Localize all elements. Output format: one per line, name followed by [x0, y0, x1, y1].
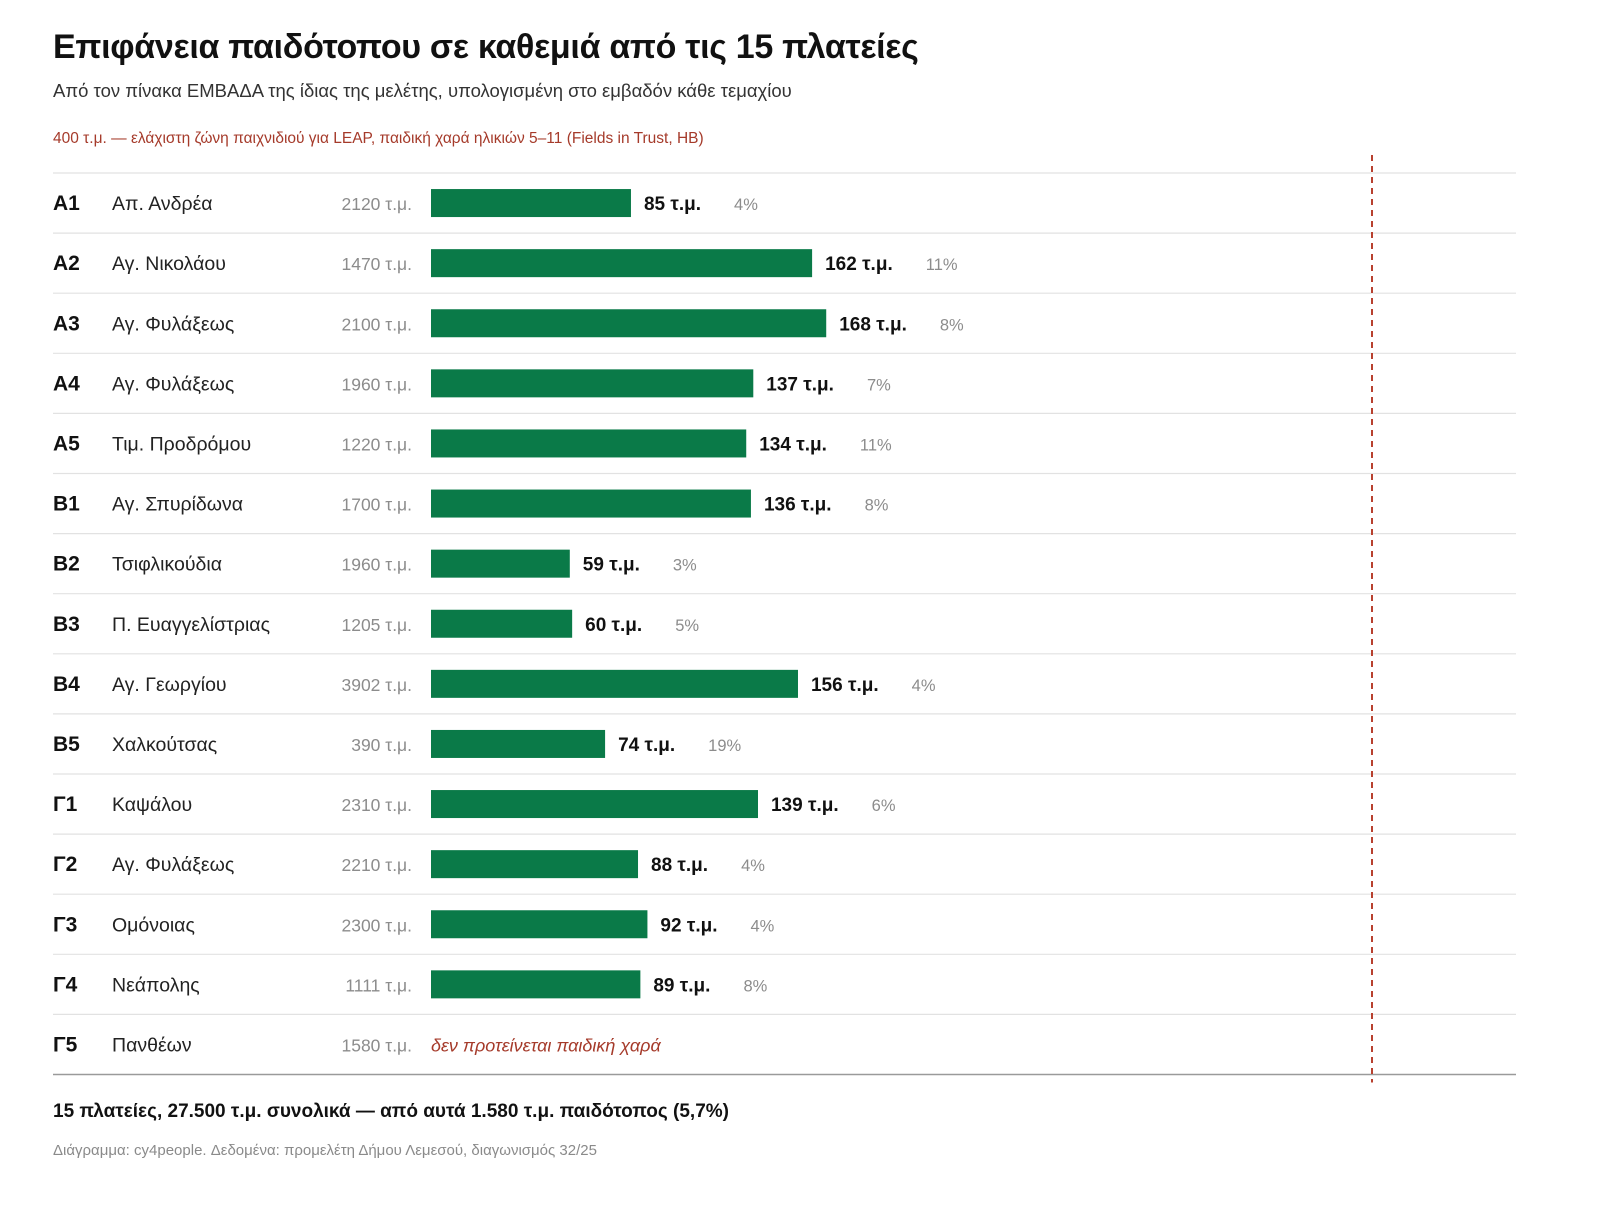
row-name: Αγ. Φυλάξεως [112, 373, 234, 395]
bar-value-label: 137 τ.μ. [766, 374, 834, 395]
bar [431, 790, 758, 819]
row-name: Τσιφλικούδια [112, 554, 222, 576]
row-name: Τιμ. Προδρόμου [112, 433, 251, 455]
bar [431, 249, 813, 278]
row-name: Πανθέων [112, 1034, 192, 1056]
bar-percent-label: 7% [867, 376, 891, 394]
bar-value-label: 134 τ.μ. [759, 434, 827, 455]
no-playground-note: δεν προτείνεται παιδική χαρά [431, 1035, 661, 1055]
bar-value-label: 168 τ.μ. [839, 314, 907, 335]
row-total-area: 1960 τ.μ. [341, 374, 412, 394]
bar [431, 369, 754, 398]
row-total-area: 1960 τ.μ. [341, 555, 412, 575]
row-code: Β1 [53, 493, 80, 516]
bar-percent-label: 8% [865, 497, 889, 515]
row-total-area: 1111 τ.μ. [345, 975, 412, 995]
bar [431, 729, 606, 758]
bar-value-label: 162 τ.μ. [825, 254, 893, 275]
row-code: Γ1 [53, 793, 78, 816]
bar [431, 549, 570, 578]
row-name: Αγ. Νικολάου [112, 253, 226, 275]
row-code: Β2 [53, 553, 80, 576]
bar [431, 970, 641, 999]
bar-percent-label: 11% [860, 436, 892, 454]
row-code: Γ3 [53, 913, 77, 936]
bar-percent-label: 8% [940, 316, 964, 334]
bar [431, 609, 573, 638]
row-total-area: 1470 τ.μ. [341, 254, 412, 274]
row-total-area: 1700 τ.μ. [341, 495, 412, 515]
bar-value-label: 136 τ.μ. [764, 495, 832, 516]
bar-percent-label: 3% [673, 557, 697, 575]
bar-percent-label: 6% [872, 797, 896, 815]
bar-percent-label: 4% [912, 677, 936, 695]
bar-chart: Α1 Απ. Ανδρέα 2120 τ.μ. 85 τ.μ. 4% Α2 Αγ. Νικο… [53, 155, 1516, 1083]
bar-value-label: 59 τ.μ. [583, 555, 640, 576]
bar [431, 489, 751, 518]
chart-subtitle: Από τον πίνακα ΕΜΒΑΔΑ της ίδιας της μελέ… [53, 80, 792, 101]
row-name: Αγ. Φυλάξεως [112, 313, 234, 335]
row-name: Νεάπολης [112, 974, 200, 996]
bar [431, 910, 648, 939]
row-total-area: 2100 τ.μ. [341, 314, 412, 334]
bar-value-label: 88 τ.μ. [651, 855, 708, 876]
row-total-area: 1580 τ.μ. [341, 1035, 412, 1055]
bar-percent-label: 5% [675, 617, 699, 635]
row-total-area: 1205 τ.μ. [341, 615, 412, 635]
row-name: Απ. Ανδρέα [112, 193, 213, 215]
bar [431, 850, 639, 879]
bar-value-label: 156 τ.μ. [811, 675, 879, 696]
bar-value-label: 92 τ.μ. [660, 915, 717, 936]
bar-percent-label: 4% [734, 196, 758, 214]
bar [431, 189, 631, 218]
chart-title: Επιφάνεια παιδότοπου σε καθεμιά από τις … [53, 28, 919, 66]
row-name: Αγ. Φυλάξεως [112, 854, 234, 876]
bar [431, 429, 747, 458]
row-code: Β5 [53, 733, 80, 756]
row-code: Β3 [53, 613, 80, 636]
row-name: Ομόνοιας [112, 914, 195, 936]
bar [431, 309, 827, 338]
bar-percent-label: 11% [926, 256, 958, 274]
row-code: Α2 [53, 252, 80, 275]
bar [431, 669, 798, 698]
row-total-area: 1220 τ.μ. [341, 434, 412, 454]
reference-line-note: 400 τ.μ. — ελάχιστη ζώνη παιχνιδιού για … [53, 130, 704, 147]
bar-value-label: 89 τ.μ. [653, 975, 710, 996]
summary-text: 15 πλατείες, 27.500 τ.μ. συνολικά — από … [53, 1101, 729, 1122]
bar-percent-label: 19% [708, 737, 741, 755]
bar-percent-label: 4% [741, 857, 765, 875]
bar-percent-label: 4% [751, 917, 775, 935]
row-total-area: 2120 τ.μ. [341, 194, 412, 214]
row-code: Α4 [53, 372, 80, 395]
row-total-area: 2300 τ.μ. [341, 915, 412, 935]
row-name: Αγ. Σπυρίδωνα [112, 494, 243, 516]
row-total-area: 390 τ.μ. [351, 735, 412, 755]
source-credit: Διάγραμμα: cy4people. Δεδομένα: προμελέτ… [53, 1142, 597, 1159]
bar-value-label: 85 τ.μ. [644, 194, 701, 215]
row-code: Β4 [53, 673, 80, 696]
row-code: Γ2 [53, 853, 77, 876]
bar-value-label: 60 τ.μ. [585, 615, 642, 636]
row-code: Γ4 [53, 973, 78, 996]
row-code: Α5 [53, 432, 80, 455]
row-total-area: 2210 τ.μ. [341, 855, 412, 875]
row-total-area: 2310 τ.μ. [341, 795, 412, 815]
row-name: Π. Ευαγγελίστριας [112, 614, 270, 636]
row-name: Αγ. Γεωργίου [112, 674, 227, 696]
row-code: Γ5 [53, 1033, 78, 1056]
bar-value-label: 74 τ.μ. [618, 735, 675, 756]
bar-percent-label: 8% [743, 977, 767, 995]
bar-value-label: 139 τ.μ. [771, 795, 839, 816]
row-name: Καψάλου [112, 794, 192, 816]
row-code: Α3 [53, 312, 80, 335]
row-total-area: 3902 τ.μ. [341, 675, 412, 695]
row-name: Χαλκούτσας [112, 734, 217, 756]
row-code: Α1 [53, 192, 80, 215]
